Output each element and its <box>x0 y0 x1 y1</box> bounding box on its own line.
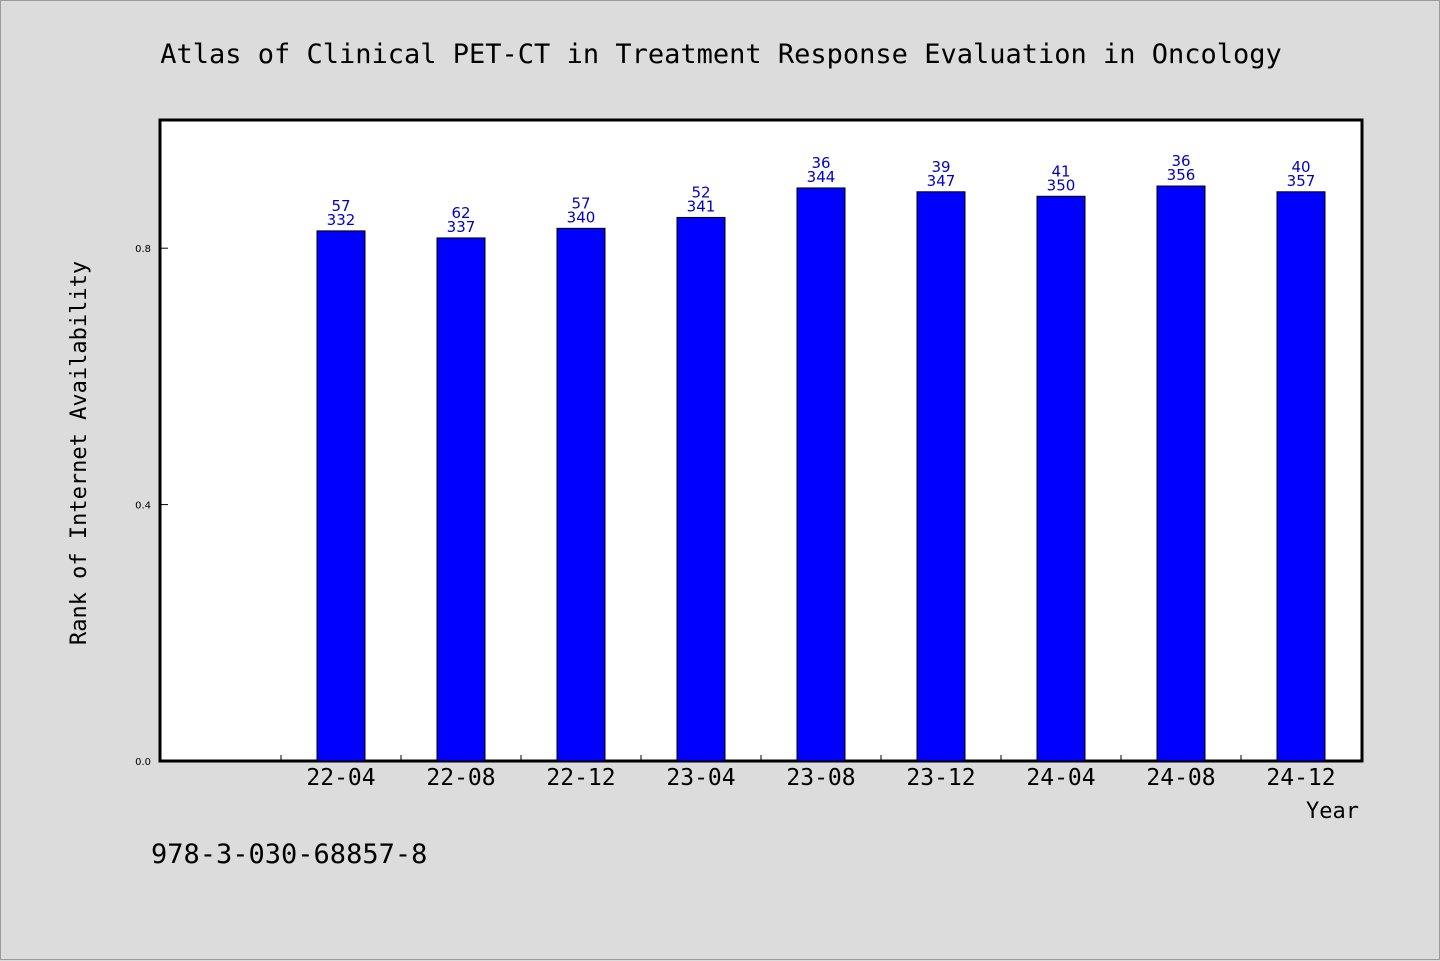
bar <box>1156 185 1206 762</box>
bar-label-top: 57 <box>571 194 590 212</box>
x-tick-label: 23-08 <box>786 765 855 791</box>
bar-label-top: 41 <box>1051 162 1070 180</box>
bar-label-top: 57 <box>331 197 350 215</box>
isbn-footer: 978-3-030-68857-8 <box>151 839 427 870</box>
bar-label-bottom: 341 <box>687 197 716 215</box>
x-axis: 22-04 22-08 22-12 23-04 23-08 23-12 24-04 24-08… <box>280 755 1362 791</box>
bar <box>796 187 846 762</box>
x-tick-label: 23-12 <box>906 765 975 791</box>
bar-label-bottom: 357 <box>1287 172 1316 190</box>
bar <box>916 191 966 762</box>
y-axis: 0.0 0.4 0.8 <box>135 244 168 768</box>
x-tick-label: 22-12 <box>546 765 615 791</box>
bar-label-bottom: 350 <box>1047 176 1076 194</box>
bar <box>1036 195 1086 762</box>
bar-label-top: 36 <box>811 154 830 172</box>
bar <box>436 237 486 762</box>
bar-label-bottom: 340 <box>567 208 596 226</box>
bar-label-top: 62 <box>451 204 470 222</box>
x-tick-label: 24-12 <box>1266 765 1335 791</box>
x-tick-label: 22-08 <box>426 765 495 791</box>
bar <box>676 216 726 762</box>
bar-label-top: 39 <box>931 158 950 176</box>
x-tick-label: 24-04 <box>1026 765 1095 791</box>
chart-title: Atlas of Clinical PET-CT in Treatment Re… <box>160 39 1282 70</box>
bar <box>556 227 606 762</box>
x-tick-label: 23-04 <box>666 765 735 791</box>
bar <box>1276 191 1326 762</box>
bar <box>316 230 366 762</box>
y-axis-label: Rank of Internet Availability <box>67 261 92 645</box>
bar-label-top: 40 <box>1291 158 1310 176</box>
x-tick-label: 22-04 <box>306 765 375 791</box>
bar-label-top: 52 <box>691 183 710 201</box>
bar-label-bottom: 344 <box>807 168 836 186</box>
x-tick-label: 24-08 <box>1146 765 1215 791</box>
bar-label-bottom: 332 <box>327 211 356 229</box>
y-tick-label: 0.8 <box>135 244 151 255</box>
bar-label-bottom: 337 <box>447 218 476 236</box>
y-tick-label: 0.4 <box>135 501 151 512</box>
bar-label-bottom: 347 <box>927 172 956 190</box>
x-axis-label: Year <box>1306 799 1359 824</box>
bar-label-top: 36 <box>1171 152 1190 170</box>
y-tick-label: 0.0 <box>135 757 151 768</box>
bar-label-bottom: 356 <box>1167 166 1196 184</box>
